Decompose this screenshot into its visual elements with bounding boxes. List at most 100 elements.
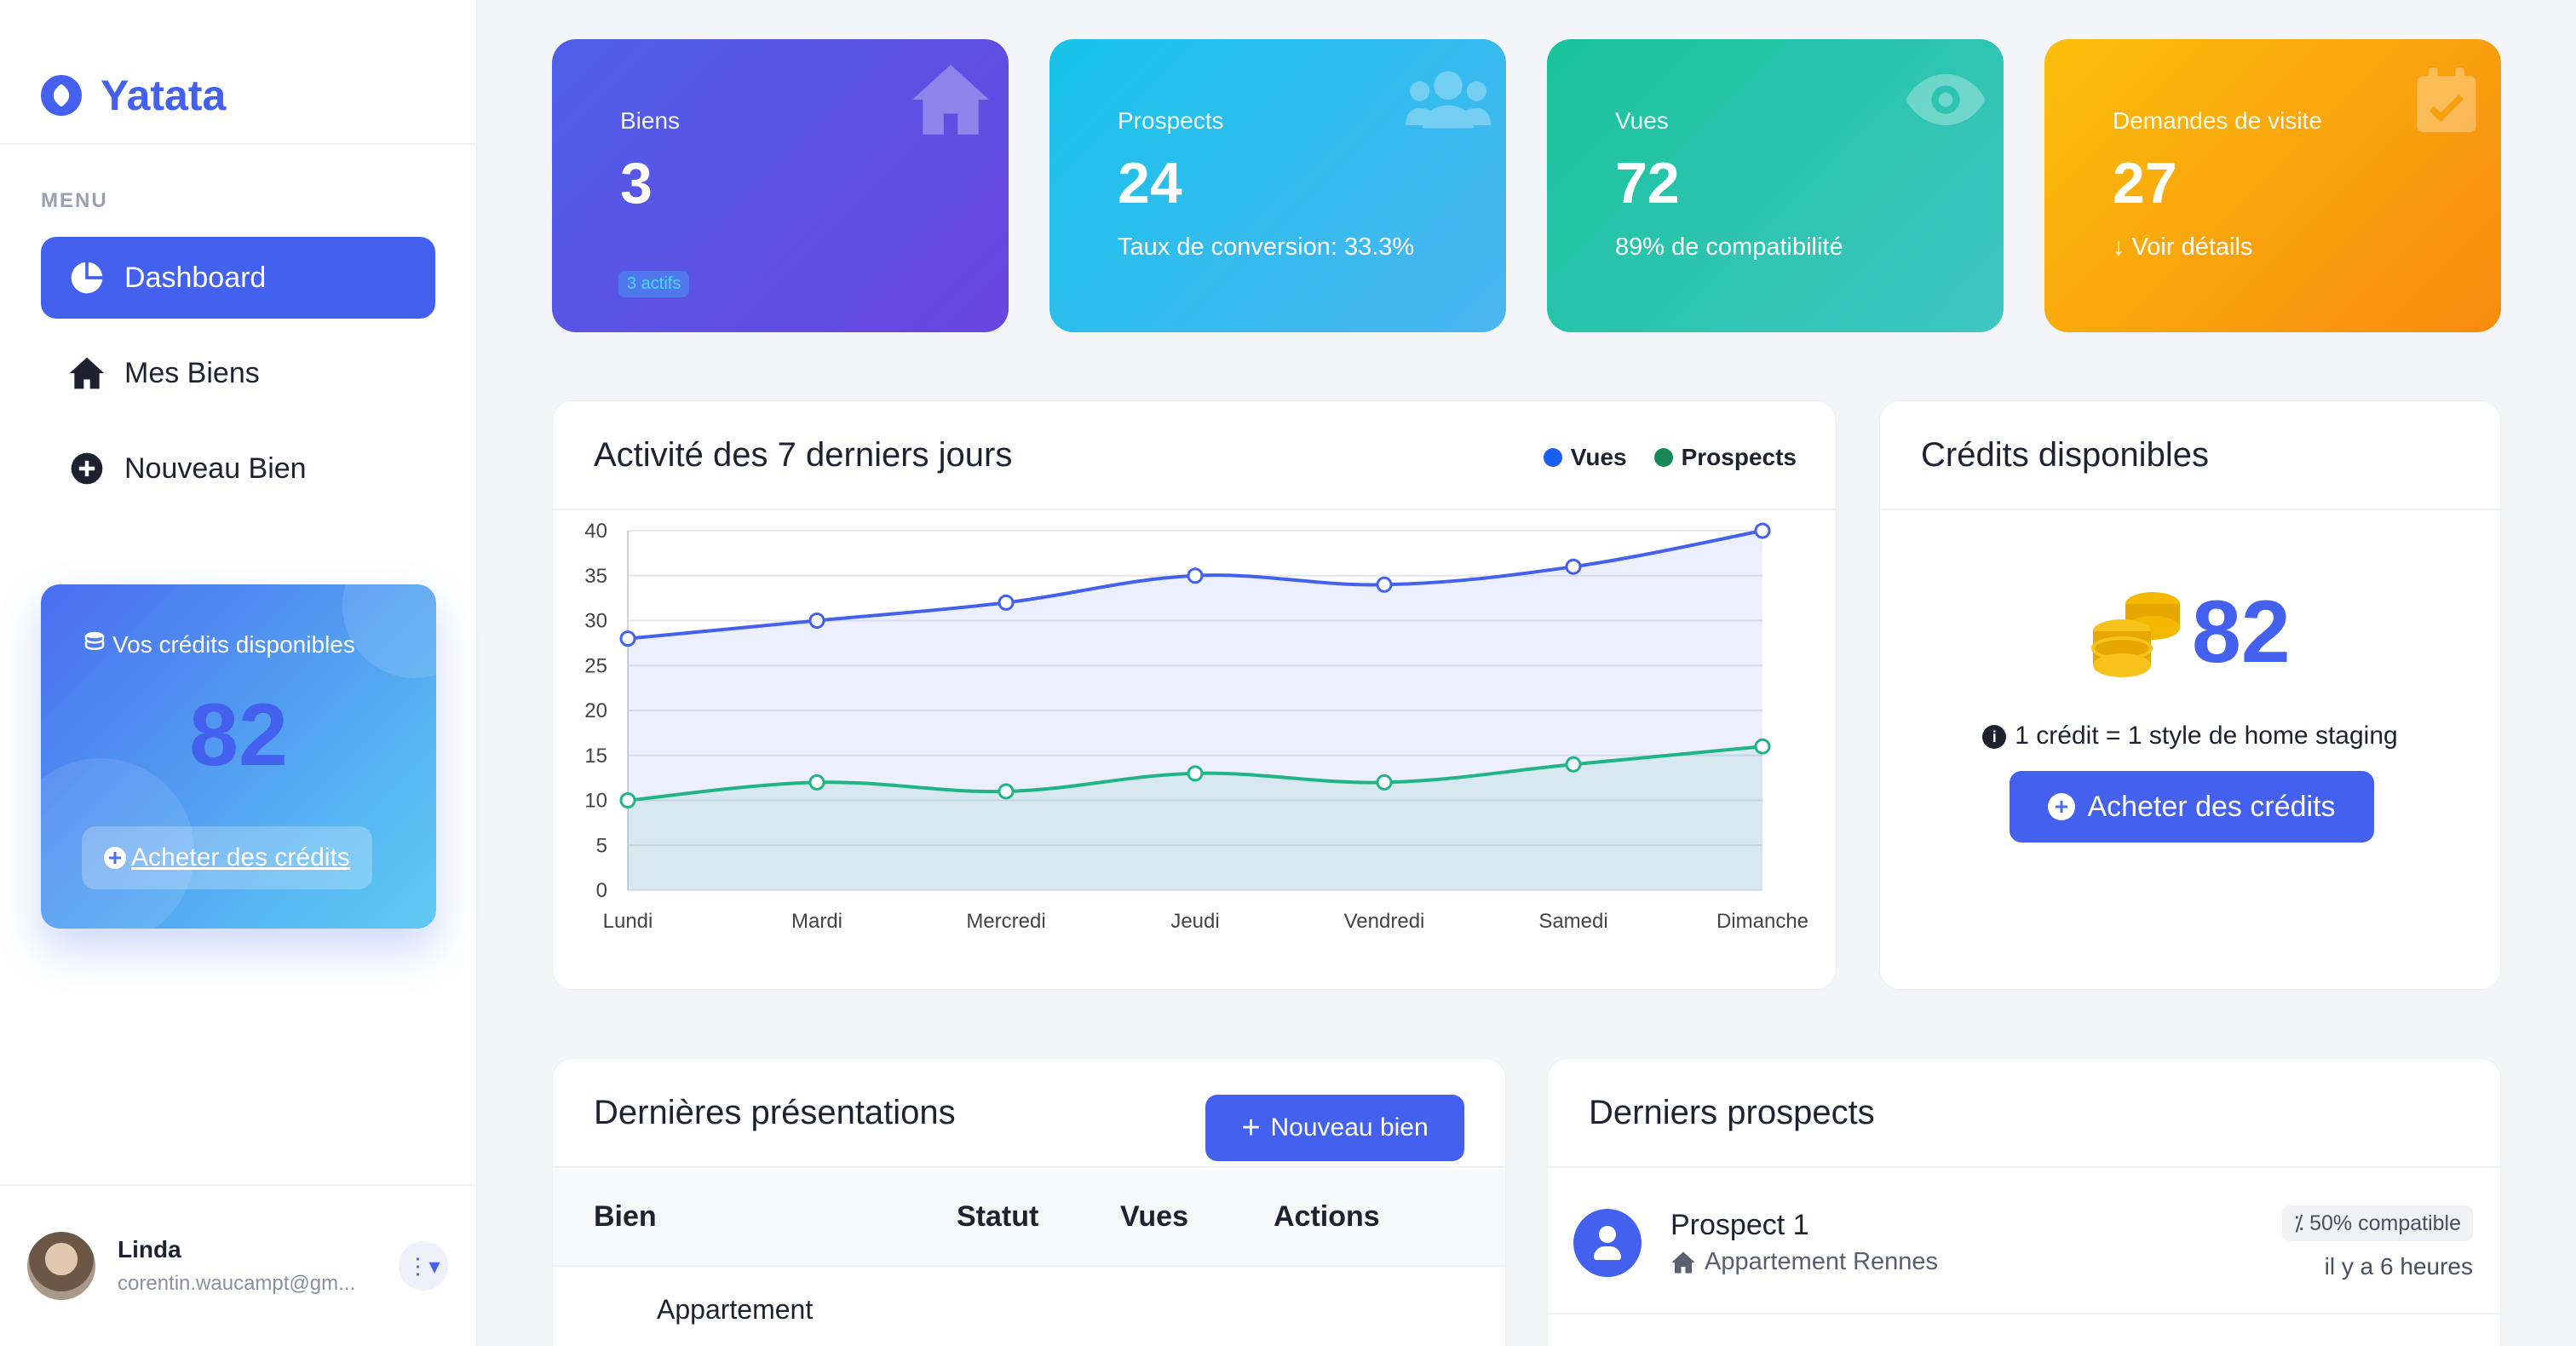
data-point-vues	[1565, 558, 1582, 575]
compass-logo-icon	[41, 75, 82, 116]
stat-card-prospects[interactable]: Prospects 24 Taux de conversion: 33.3%	[1049, 39, 1506, 332]
x-tick-label: Samedi	[1538, 910, 1607, 933]
y-tick-label: 0	[596, 879, 607, 902]
y-tick-label: 20	[584, 699, 607, 722]
user-icon	[1573, 1209, 1642, 1277]
sidebar-credits-value: 82	[189, 686, 288, 785]
user-name: Linda	[118, 1236, 181, 1263]
stat-value: 24	[1118, 151, 1182, 216]
chart-legend: Vues Prospects	[1543, 444, 1797, 471]
stat-subtext: Taux de conversion: 33.3%	[1118, 233, 1415, 261]
stat-value: 27	[2113, 151, 2177, 216]
data-point-prospects	[1376, 774, 1393, 791]
stat-label: Biens	[620, 107, 681, 134]
prospects-panel: Derniers prospects Prospect 1 Appartemen…	[1547, 1058, 2501, 1346]
coins-icon	[82, 629, 107, 660]
y-tick-label: 25	[584, 654, 607, 677]
x-tick-label: Lundi	[603, 910, 653, 933]
sidebar-credits-card: Vos crédits disponibles 82 Acheter des c…	[41, 584, 436, 929]
column-header-statut[interactable]: Statut	[957, 1200, 1039, 1233]
sidebar-item-nouveau-bien[interactable]: Nouveau Bien	[41, 428, 435, 509]
y-tick-label: 15	[584, 745, 607, 768]
activity-chart: 0 5 10 15 20 25 30 35 40 Lundi Mardi Mercredi Jeudi V…	[584, 520, 1808, 933]
more-vertical-icon: ⋮▾	[406, 1252, 440, 1279]
y-tick-label: 5	[596, 834, 607, 857]
data-point-prospects	[1187, 765, 1204, 782]
stat-label: Prospects	[1118, 107, 1224, 134]
credits-value: 82	[2192, 583, 2291, 682]
home-icon	[68, 354, 106, 392]
activity-title: Activité des 7 derniers jours	[553, 401, 1836, 510]
user-email: corentin.waucampt@gm...	[118, 1272, 356, 1295]
presentations-panel: Dernières présentations + Nouveau bien B…	[552, 1058, 1506, 1346]
x-tick-label: Jeudi	[1170, 910, 1219, 933]
data-point-prospects	[998, 783, 1015, 800]
percent-icon: ⁒	[2293, 1211, 2304, 1235]
stat-card-vues[interactable]: Vues 72 89% de compatibilité	[1547, 39, 2004, 332]
info-icon: i	[1982, 725, 2007, 749]
calendar-check-icon	[2417, 67, 2476, 132]
buy-credits-button[interactable]: Acheter des crédits	[2010, 771, 2374, 843]
users-icon	[1406, 71, 1491, 129]
stat-card-demandes-visite[interactable]: Demandes de visite 27 ↓ Voir détails	[2044, 39, 2501, 332]
presentations-title: Dernières présentations	[553, 1059, 1505, 1168]
sidebar-item-mes-biens[interactable]: Mes Biens	[41, 332, 435, 414]
prospect-time: il y a 6 heures	[2324, 1253, 2473, 1280]
sidebar-item-label: Nouveau Bien	[124, 452, 307, 485]
view-details-link[interactable]: ↓ Voir détails	[2113, 233, 2253, 261]
legend-item-vues[interactable]: Vues	[1543, 444, 1627, 471]
credits-title: Crédits disponibles	[1880, 401, 2500, 510]
sidebar-buy-credits-button[interactable]: Acheter des crédits	[82, 826, 372, 889]
series-area-prospects	[628, 746, 1762, 890]
column-header-bien[interactable]: Bien	[594, 1200, 657, 1233]
sidebar-item-dashboard[interactable]: Dashboard	[41, 237, 435, 319]
data-point-vues	[1754, 522, 1771, 539]
sidebar-credits-title: Vos crédits disponibles	[82, 629, 355, 660]
legend-dot	[1543, 448, 1562, 467]
avatar[interactable]	[27, 1232, 95, 1300]
activity-panel: Activité des 7 derniers jours Vues Prosp…	[552, 400, 1837, 990]
status-badge: 3 actifs	[618, 271, 690, 297]
prospect-property: Appartement Rennes	[1670, 1248, 1938, 1276]
stat-subtext: 89% de compatibilité	[1615, 233, 1843, 261]
coins-icon	[2091, 592, 2180, 677]
decorative-bubble	[342, 584, 436, 678]
column-header-actions[interactable]: Actions	[1274, 1200, 1380, 1233]
data-point-vues	[1376, 576, 1393, 593]
sidebar-item-label: Dashboard	[124, 261, 267, 294]
plus-circle-icon	[68, 450, 106, 487]
plus-circle-icon	[2048, 793, 2076, 820]
menu-label: MENU	[41, 189, 108, 212]
sidebar-item-label: Mes Biens	[124, 356, 260, 389]
data-point-vues	[998, 594, 1015, 611]
data-point-prospects	[1565, 756, 1582, 773]
legend-item-prospects[interactable]: Prospects	[1653, 444, 1797, 471]
sidebar-nav: Dashboard Mes Biens Nouveau Bien	[0, 237, 476, 509]
series-area-vues	[628, 531, 1762, 890]
prospect-name: Prospect 1	[1670, 1209, 1809, 1241]
pie-chart-icon	[68, 259, 106, 296]
y-tick-label: 35	[584, 565, 607, 588]
user-info: Linda corentin.waucampt@gm...	[118, 1236, 355, 1296]
data-point-prospects	[619, 792, 636, 808]
prospects-title: Derniers prospects	[1548, 1059, 2500, 1168]
column-header-vues[interactable]: Vues	[1120, 1200, 1189, 1233]
x-tick-label: Vendredi	[1344, 910, 1425, 933]
data-point-vues	[808, 613, 825, 629]
data-point-prospects	[808, 774, 825, 791]
y-tick-label: 40	[584, 520, 607, 543]
new-property-button[interactable]: + Nouveau bien	[1205, 1095, 1464, 1161]
stat-card-biens[interactable]: Biens 3 3 actifs	[552, 39, 1009, 332]
user-profile: Linda corentin.waucampt@gm... ⋮▾	[0, 1184, 477, 1346]
stat-value: 3	[620, 151, 653, 216]
x-tick-label: Mercredi	[966, 910, 1045, 933]
brand[interactable]: Yatata	[0, 0, 476, 145]
user-menu-button[interactable]: ⋮▾	[399, 1241, 448, 1291]
list-item[interactable]: Prospect 1 Appartement Rennes ⁒ 50% comp…	[1548, 1170, 2500, 1314]
y-tick-label: 10	[584, 790, 607, 813]
table-row[interactable]: Appartement	[657, 1294, 814, 1325]
stat-label: Demandes de visite	[2113, 107, 2322, 134]
eye-icon	[1906, 74, 1986, 125]
